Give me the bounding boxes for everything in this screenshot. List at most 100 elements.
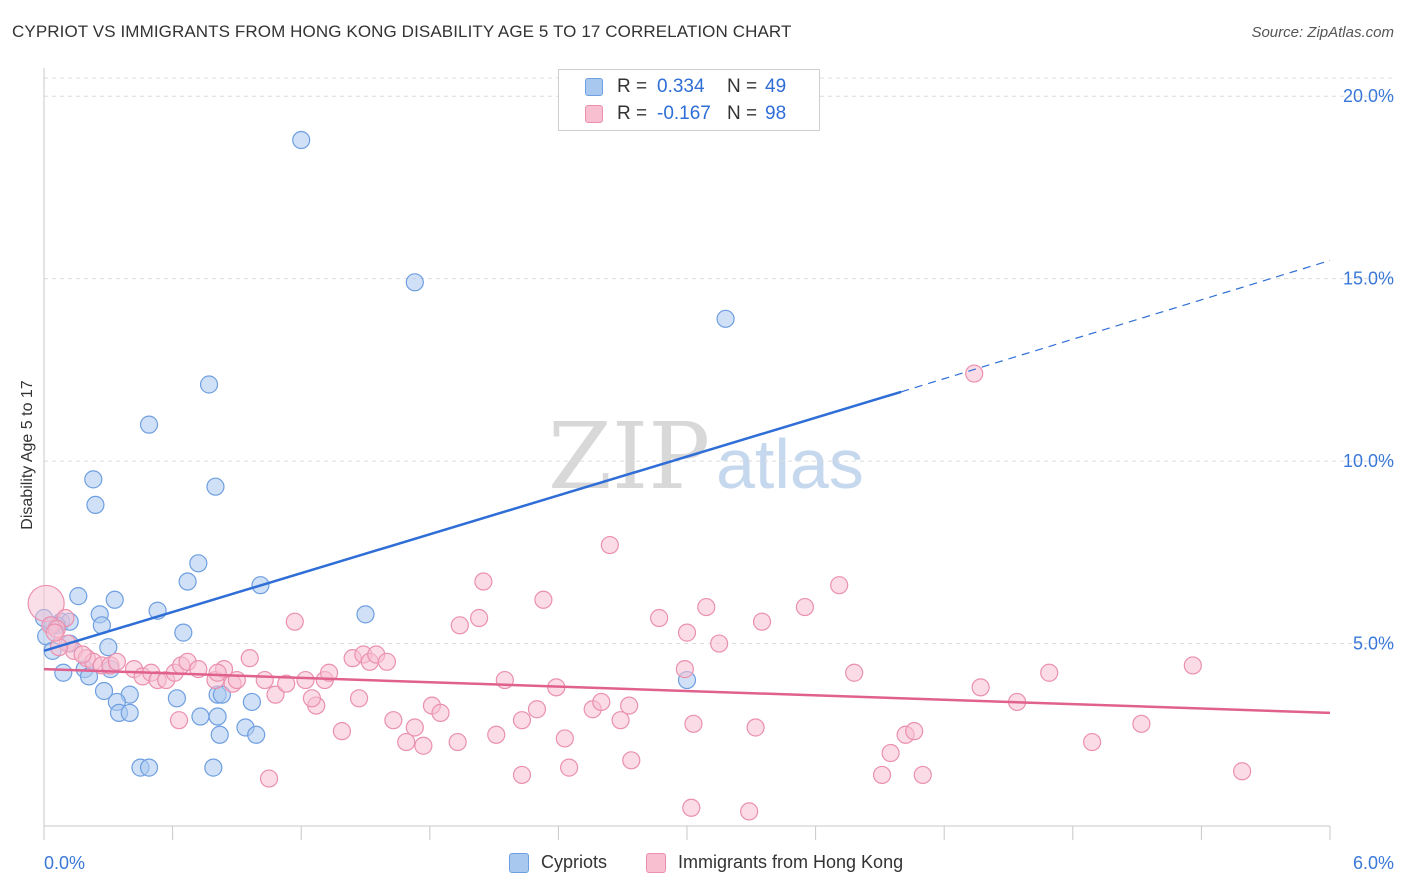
cypriots-legend-swatch	[509, 852, 529, 873]
hongkong-point	[487, 725, 506, 744]
r-label: R =	[617, 103, 648, 124]
hongkong-point	[1040, 663, 1059, 682]
cypriots-point	[167, 689, 186, 708]
hongkong-point	[296, 670, 315, 690]
cypriots-point	[191, 707, 210, 726]
cypriots-trend-extension	[901, 259, 1331, 393]
source-label: Source: ZipAtlas.com	[1251, 24, 1394, 41]
hongkong-point	[285, 612, 304, 631]
legend-label: Immigrants from Hong Kong	[678, 852, 904, 872]
gridlines	[44, 77, 1394, 645]
hongkong-point	[971, 678, 990, 697]
hongkong-point	[332, 722, 352, 741]
hongkong-point	[448, 732, 467, 752]
hongkong-point	[677, 623, 697, 642]
cypriots-point	[99, 638, 118, 657]
cypriots-point	[54, 663, 73, 682]
cypriots-point	[174, 623, 193, 642]
data-points	[27, 130, 1252, 821]
hongkong-point	[905, 722, 924, 741]
hongkong-point	[302, 689, 322, 708]
cypriots-point	[139, 415, 159, 434]
y-tick-label: 5.0%	[1353, 634, 1394, 654]
hongkong-point	[965, 364, 984, 383]
cypriots-point	[210, 725, 229, 744]
hongkong-point	[650, 608, 669, 628]
cypriots-point	[105, 590, 124, 609]
n-value: 98	[765, 103, 787, 124]
hongkong-point	[414, 736, 433, 755]
hongkong-point	[469, 608, 489, 628]
hongkong-point	[746, 718, 765, 737]
hongkong-point	[397, 732, 416, 752]
hongkong-point	[592, 692, 611, 712]
cypriots-swatch	[585, 78, 603, 96]
legend-item-cypriots[interactable]: Cypriots	[509, 852, 607, 873]
cypriots-trend-line	[43, 390, 902, 653]
x-tick-label-min: 0.0%	[44, 853, 85, 873]
hongkong-point	[259, 769, 279, 788]
hongkong-trend-line	[43, 667, 1331, 715]
hongkong-point	[611, 711, 630, 730]
r-value: 0.334	[657, 76, 705, 97]
cypriots-point	[292, 130, 311, 150]
y-tick-label: 20.0%	[1343, 86, 1394, 106]
hongkong-point	[405, 718, 424, 737]
hongkong-point	[534, 590, 553, 609]
hongkong-point	[377, 652, 397, 671]
legend-label: Cypriots	[541, 852, 608, 872]
hongkong-point	[913, 765, 932, 785]
hongkong-point	[527, 700, 547, 719]
r-value: -0.167	[657, 103, 711, 124]
cypriots-point	[94, 681, 114, 701]
hongkong-point	[710, 634, 729, 653]
hongkong-point	[1082, 732, 1102, 752]
cypriots-point	[120, 703, 139, 722]
hongkong-point	[740, 802, 759, 821]
hongkong-point	[384, 711, 403, 730]
cypriots-point	[86, 495, 105, 515]
tick-labels: 5.0% 10.0% 15.0% 20.0% 0.0% 6.0%	[44, 86, 1394, 873]
hongkong-point	[107, 652, 126, 671]
cypriots-point	[242, 692, 262, 712]
y-tick-label: 15.0%	[1343, 269, 1394, 289]
axes	[43, 68, 1331, 840]
y-tick-label: 10.0%	[1343, 451, 1394, 471]
hongkong-point	[752, 612, 772, 631]
hongkong-point	[255, 670, 274, 690]
hongkong-point	[45, 623, 64, 642]
hongkong-point	[684, 714, 703, 733]
cypriots-point	[405, 273, 424, 292]
hongkong-point	[682, 798, 701, 817]
hongkong-point	[240, 649, 259, 668]
hongkong-point	[872, 765, 892, 785]
watermark: ZIP atlas	[548, 403, 864, 510]
hongkong-point	[1132, 714, 1151, 733]
cypriots-point	[208, 707, 227, 726]
legend-item-hongkong[interactable]: Immigrants from Hong Kong	[646, 852, 903, 873]
cypriots-point	[716, 309, 735, 328]
series-legend: Cypriots Immigrants from Hong Kong	[0, 852, 1406, 878]
r-label: R =	[617, 76, 648, 97]
cypriots-point	[199, 375, 219, 394]
hongkong-point	[512, 711, 532, 730]
hongkong-point	[881, 743, 900, 763]
hongkong-legend-swatch	[646, 852, 666, 873]
stats-row-cypriots: R = 0.334 N = 49	[585, 75, 786, 99]
hongkong-point	[227, 670, 246, 690]
cypriots-point	[356, 605, 375, 624]
hongkong-point	[474, 572, 493, 591]
stats-row-hongkong: R = -0.167 N = 98	[585, 102, 786, 126]
cypriots-point	[206, 477, 225, 496]
hongkong-point	[555, 729, 574, 748]
hongkong-point	[622, 751, 641, 770]
stats-legend: R = 0.334 N = 49 R = -0.167 N = 98	[558, 69, 820, 131]
trend-lines	[43, 259, 1331, 715]
hongkong-point	[600, 535, 619, 555]
hongkong-point	[349, 689, 369, 708]
chart-title: CYPRIOT VS IMMIGRANTS FROM HONG KONG DIS…	[12, 22, 792, 41]
n-value: 49	[765, 76, 787, 97]
hongkong-point	[319, 663, 339, 682]
hongkong-point	[795, 597, 814, 617]
